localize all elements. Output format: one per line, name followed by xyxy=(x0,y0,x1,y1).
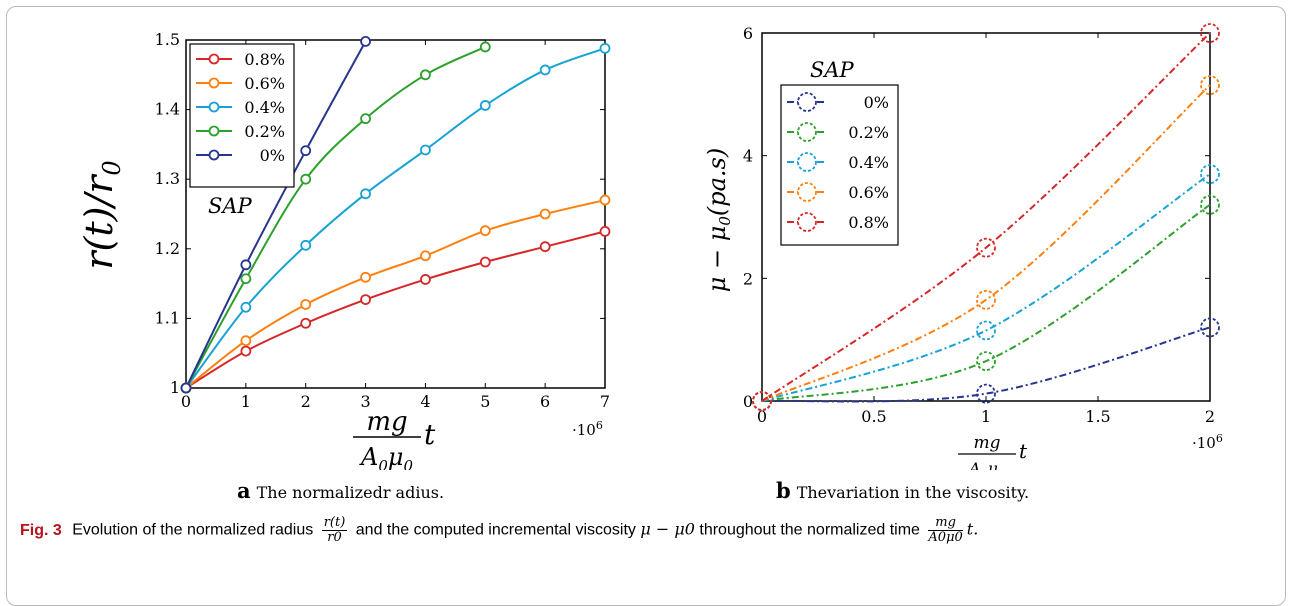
subcaption-b-text: Thevariation in the viscosity. xyxy=(796,483,1030,502)
chart-a-point xyxy=(599,42,611,54)
chart-a-point xyxy=(360,188,371,200)
caption-text-3: throughout the normalized time xyxy=(699,521,920,539)
chart-a-point xyxy=(300,317,312,329)
chart-a-point xyxy=(599,194,611,206)
chart-a-point xyxy=(479,41,491,53)
chart-a-legend-box xyxy=(189,43,295,188)
chart-a-point xyxy=(360,271,371,283)
subcaption-b: b Thevariation in the viscosity. xyxy=(776,478,1029,503)
chart-a-legend-label: 0% xyxy=(260,146,285,165)
chart-a-ytick-label: 1.5 xyxy=(155,30,180,49)
chart-a-x-multiplier: ·106 xyxy=(572,419,603,439)
chart-a-point xyxy=(420,144,431,156)
caption-label: Fig. 3 xyxy=(20,521,62,539)
chart-a-point xyxy=(240,345,252,357)
caption-t: t. xyxy=(966,519,979,539)
caption-mu-expr: μ − μ0 xyxy=(640,519,695,539)
chart-a-point xyxy=(539,208,551,220)
chart-a-legend-marker xyxy=(208,125,220,137)
caption-frac1-num: r(t) xyxy=(321,515,348,531)
svg-text:A0μ0: A0μ0 xyxy=(359,443,414,470)
caption-frac2-den: A0μ0 xyxy=(928,530,963,545)
chart-a-xlabel: mg A0μ0 t xyxy=(353,407,436,470)
chart-a-point xyxy=(420,69,431,81)
chart-a-ytick-label: 1.1 xyxy=(155,308,180,327)
chart-a-point xyxy=(360,35,371,47)
chart-a-series-line xyxy=(185,40,367,389)
chart-a-point xyxy=(300,239,312,251)
chart-a-point xyxy=(240,259,252,271)
chart-a-point xyxy=(420,274,431,285)
chart-a-ytick-label: 1.4 xyxy=(155,100,180,119)
chart-a-series-line xyxy=(185,199,606,389)
caption-frac1-den: r0 xyxy=(327,530,342,545)
caption-text-1: Evolution of the normalized radius xyxy=(72,521,314,539)
chart-a-ylabel: r(t)/r0 xyxy=(77,160,126,269)
caption-fraction-radius: r(t) r0 xyxy=(321,515,348,545)
caption-text-2: and the computed incremental viscosity xyxy=(355,521,636,539)
chart-a-point xyxy=(420,250,431,262)
chart-a-point xyxy=(300,173,312,185)
chart-a-legend-marker xyxy=(208,149,220,161)
chart-a-legend-title: SAP xyxy=(208,194,253,218)
chart-a-point xyxy=(539,241,551,253)
figure-caption: Fig. 3 Evolution of the normalized radiu… xyxy=(20,516,978,545)
chart-a-point xyxy=(539,64,551,76)
chart-a-point xyxy=(360,294,371,306)
chart-a-point xyxy=(300,299,312,310)
chart-a-point xyxy=(360,113,371,125)
caption-fraction-time: mg A0μ0 xyxy=(928,516,963,545)
chart-a-xtick-label: 0 xyxy=(181,392,191,411)
chart-a-legend-marker xyxy=(208,53,220,65)
chart-a-point xyxy=(240,301,252,313)
chart-a-xtick-label: 7 xyxy=(600,392,610,411)
svg-text:t: t xyxy=(424,418,436,451)
chart-a-ytick-label: 1 xyxy=(170,378,180,397)
chart-a-point xyxy=(240,273,252,285)
chart-a-xtick-label: 6 xyxy=(540,392,550,411)
chart-a-legend-label: 0.6% xyxy=(244,74,285,93)
chart-a-legend-marker xyxy=(208,77,220,89)
plot-a-frame xyxy=(185,39,606,389)
chart-a-xtick-label: 5 xyxy=(480,392,490,411)
chart-a: 0 1 2 3 4 5 6 711.11.21.31.41.5 0.8%0.6%0.4%0.2… xyxy=(77,30,611,470)
chart-a-xtick-label: 1 xyxy=(241,392,251,411)
svg-text:mg: mg xyxy=(366,407,407,437)
chart-a-legend-label: 0.4% xyxy=(244,98,285,117)
chart-a-point xyxy=(479,225,491,237)
chart-a-point xyxy=(479,256,491,268)
chart-a-xtick-label: 3 xyxy=(360,392,370,411)
subcaption-a-text: The normalizedr adius. xyxy=(256,483,445,502)
chart-a-xtick-label: 4 xyxy=(420,392,430,411)
chart-a-point xyxy=(599,225,611,237)
chart-a-point xyxy=(240,335,252,347)
chart-a-legend-label: 0.2% xyxy=(244,122,285,141)
caption-frac2-num: mg xyxy=(928,516,963,531)
subcaption-b-letter: b xyxy=(776,478,791,503)
chart-a-legend-label: 0.8% xyxy=(244,50,285,69)
subcaption-a-letter: a xyxy=(237,478,251,503)
chart-a-point xyxy=(300,145,312,157)
chart-a-ytick-label: 1.3 xyxy=(155,169,180,188)
chart-a-legend-marker xyxy=(208,101,220,113)
chart-a-xtick-label: 2 xyxy=(301,392,311,411)
chart-a-point xyxy=(180,382,192,394)
chart-a-ytick-label: 1.2 xyxy=(155,239,180,258)
chart-a-point xyxy=(479,100,491,111)
subcaption-a: a The normalizedr adius. xyxy=(237,478,444,503)
